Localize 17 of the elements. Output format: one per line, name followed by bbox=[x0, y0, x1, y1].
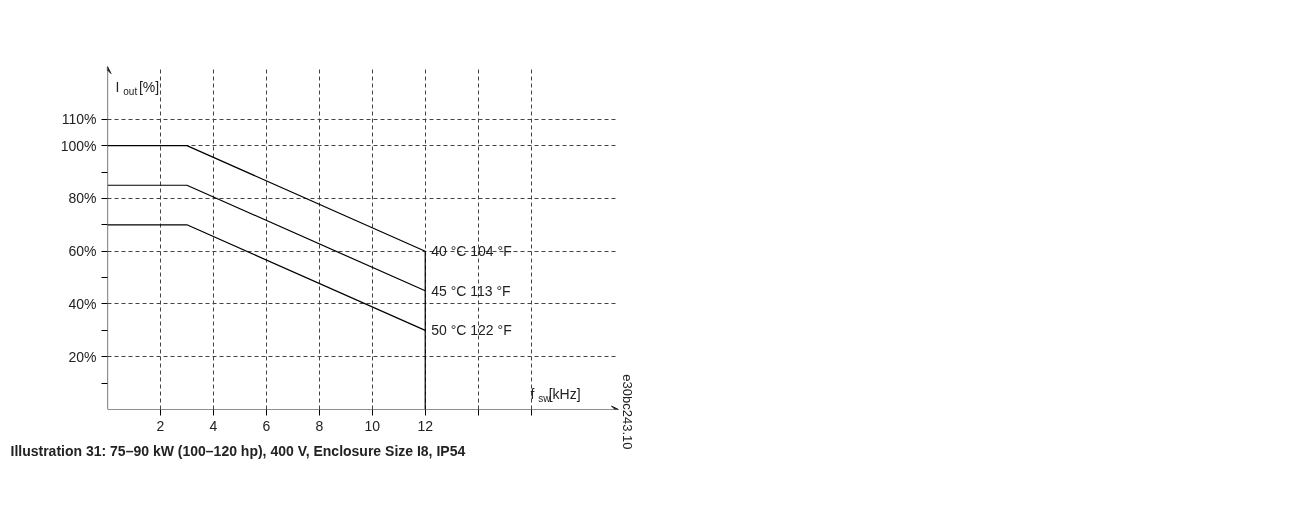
y-tick-label: 110% bbox=[61, 111, 97, 128]
y-tick-label: 40% bbox=[68, 295, 97, 312]
y-tick-label: 100% bbox=[60, 137, 97, 154]
x-tick-label: 10 bbox=[364, 417, 381, 434]
y-tick-label: 80% bbox=[68, 190, 97, 207]
series-label: 50 °C 122 °F bbox=[431, 322, 512, 339]
x-tick-label: 2 bbox=[156, 417, 165, 434]
text: e30bc243.10 bbox=[619, 374, 635, 450]
x-tick-label: 6 bbox=[262, 417, 271, 434]
series-label: 40 °C 104 °F bbox=[431, 243, 512, 260]
y-tick-label: 60% bbox=[68, 243, 97, 260]
x-tick-label: 12 bbox=[417, 417, 434, 434]
y-tick-label: 20% bbox=[68, 348, 97, 365]
text: Illustration 31: 75–90 kW (100–120 hp), 400 V, Enclosure Size I8, IP54 bbox=[10, 442, 466, 459]
series-label: 45 °C 113 °F bbox=[431, 282, 511, 299]
x-tick-label: 4 bbox=[209, 417, 218, 434]
x-tick-label: 8 bbox=[315, 417, 324, 434]
